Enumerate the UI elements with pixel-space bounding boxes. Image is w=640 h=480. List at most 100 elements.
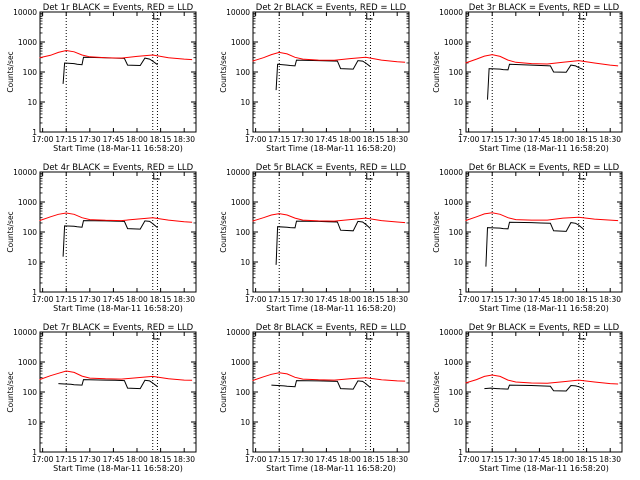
chart-1-x-tick-label: 18:15 [150, 135, 172, 144]
chart-6-x-axis-label: Start Time (18-Mar-11 16:58:20) [479, 304, 609, 313]
chart-5-x-axis-label: Start Time (18-Mar-11 16:58:20) [266, 304, 396, 313]
chart-4-y-tick-label: 1 [32, 288, 37, 297]
chart-5-y-tick-label: 100 [236, 228, 251, 237]
chart-7-bracket-mark [153, 333, 160, 340]
chart-2-x-tick-label: 18:30 [386, 135, 408, 144]
chart-6-series-events [485, 221, 584, 267]
chart-7-series-lld [39, 370, 193, 381]
chart-8-series-events [271, 380, 371, 390]
chart-4-series-events [62, 220, 158, 257]
chart-7-title: Det 7r BLACK = Events, RED = LLD [43, 323, 194, 333]
chart-5-x-tick-label: 17:30 [292, 295, 314, 304]
chart-5-y-tick-label: 1 [245, 288, 250, 297]
chart-2-y-tick-label: 1000 [231, 38, 250, 47]
chart-6-x-tick-label: 18:30 [599, 295, 621, 304]
chart-8-x-axis-label: Start Time (18-Mar-11 16:58:20) [266, 464, 396, 473]
chart-8-x-tick-label: 17:15 [268, 455, 290, 464]
chart-1-bracket-mark [153, 13, 160, 20]
chart-5-x-tick-label: 17:00 [245, 295, 267, 304]
chart-4-x-tick-label: 18:30 [173, 295, 195, 304]
chart-7-series-events [58, 379, 158, 390]
chart-4-y-axis-label: Counts/sec [6, 211, 15, 252]
chart-3-series-lld [465, 54, 619, 67]
chart-3-x-tick-label: 18:30 [599, 135, 621, 144]
chart-8-y-tick-label: 1 [245, 448, 250, 457]
chart-3-x-tick-label: 17:45 [529, 135, 551, 144]
chart-1-x-tick-label: 18:00 [126, 135, 148, 144]
chart-5-title: Det 5r BLACK = Events, RED = LLD [256, 163, 407, 173]
chart-7-x-tick-label: 18:30 [173, 455, 195, 464]
chart-9-y-tick-label: 100 [449, 388, 464, 397]
chart-4-x-tick-label: 18:00 [126, 295, 148, 304]
chart-4-x-tick-label: 17:45 [103, 295, 125, 304]
chart-6-x-tick-label: 17:00 [458, 295, 480, 304]
chart-4-bracket-mark [153, 173, 160, 180]
chart-7-x-tick-label: 17:45 [103, 455, 125, 464]
chart-7-x-tick-label: 17:30 [79, 455, 101, 464]
chart-1-y-tick-label: 10 [27, 98, 37, 107]
chart-7-y-axis-label: Counts/sec [6, 371, 15, 412]
chart-2-y-tick-label: 1 [245, 128, 250, 137]
chart-8-x-tick-label: 18:30 [386, 455, 408, 464]
chart-3-title: Det 3r BLACK = Events, RED = LLD [469, 3, 620, 13]
chart-3-y-axis-label: Counts/sec [432, 51, 441, 92]
chart-8-y-tick-label: 100 [236, 388, 251, 397]
chart-6-series-lld [465, 212, 619, 222]
chart-2-bracket-mark [366, 13, 373, 20]
chart-9-y-tick-label: 10000 [439, 328, 463, 337]
chart-2-y-tick-label: 10000 [226, 8, 250, 17]
chart-3-y-tick-label: 1 [458, 128, 463, 137]
chart-6-title: Det 6r BLACK = Events, RED = LLD [469, 163, 620, 173]
chart-1-x-axis-label: Start Time (18-Mar-11 16:58:20) [53, 144, 183, 153]
chart-3-y-tick-label: 100 [449, 68, 464, 77]
chart-8-x-tick-label: 17:00 [245, 455, 267, 464]
chart-5-x-tick-label: 17:15 [268, 295, 290, 304]
chart-8-y-tick-label: 1000 [231, 358, 250, 367]
chart-3-x-axis-label: Start Time (18-Mar-11 16:58:20) [479, 144, 609, 153]
chart-3-y-tick-label: 10 [453, 98, 463, 107]
chart-6-x-tick-label: 18:15 [576, 295, 598, 304]
chart-4-x-axis-label: Start Time (18-Mar-11 16:58:20) [53, 304, 183, 313]
chart-9-series-lld [465, 374, 619, 385]
chart-7-x-axis-label: Start Time (18-Mar-11 16:58:20) [53, 464, 183, 473]
chart-2-y-axis-label: Counts/sec [219, 51, 228, 92]
chart-3-y-tick-label: 1000 [444, 38, 463, 47]
chart-3-x-tick-label: 17:30 [505, 135, 527, 144]
chart-1-x-tick-label: 18:30 [173, 135, 195, 144]
chart-9-series-events [484, 384, 584, 392]
chart-5-x-tick-label: 18:30 [386, 295, 408, 304]
chart-1-x-tick-label: 17:15 [55, 135, 77, 144]
chart-7-x-tick-label: 18:15 [150, 455, 172, 464]
chart-7-x-tick-label: 17:15 [55, 455, 77, 464]
chart-6-y-tick-label: 10000 [439, 168, 463, 177]
chart-2-series-lld [252, 51, 406, 63]
chart-3-y-tick-label: 10000 [439, 8, 463, 17]
chart-2-x-axis-label: Start Time (18-Mar-11 16:58:20) [266, 144, 396, 153]
chart-1-y-tick-label: 10000 [13, 8, 37, 17]
chart-5-x-tick-label: 18:15 [363, 295, 385, 304]
chart-5-x-tick-label: 18:00 [339, 295, 361, 304]
chart-5-y-tick-label: 10 [240, 258, 250, 267]
chart-6-x-tick-label: 18:00 [552, 295, 574, 304]
chart-1-y-axis-label: Counts/sec [6, 51, 15, 92]
chart-1-series-lld [39, 49, 193, 61]
chart-1-x-tick-label: 17:30 [79, 135, 101, 144]
chart-2-series-events [275, 59, 371, 91]
chart-8-x-tick-label: 18:00 [339, 455, 361, 464]
chart-4-title: Det 4r BLACK = Events, RED = LLD [43, 163, 194, 173]
chart-8-x-tick-label: 17:30 [292, 455, 314, 464]
chart-9-x-tick-label: 17:45 [529, 455, 551, 464]
chart-1-x-tick-label: 17:45 [103, 135, 125, 144]
chart-6-y-tick-label: 10 [453, 258, 463, 267]
chart-2-x-tick-label: 18:00 [339, 135, 361, 144]
chart-7-y-tick-label: 10 [27, 418, 37, 427]
chart-4-x-tick-label: 17:15 [55, 295, 77, 304]
chart-9-x-tick-label: 17:15 [481, 455, 503, 464]
chart-6-y-tick-label: 1 [458, 288, 463, 297]
